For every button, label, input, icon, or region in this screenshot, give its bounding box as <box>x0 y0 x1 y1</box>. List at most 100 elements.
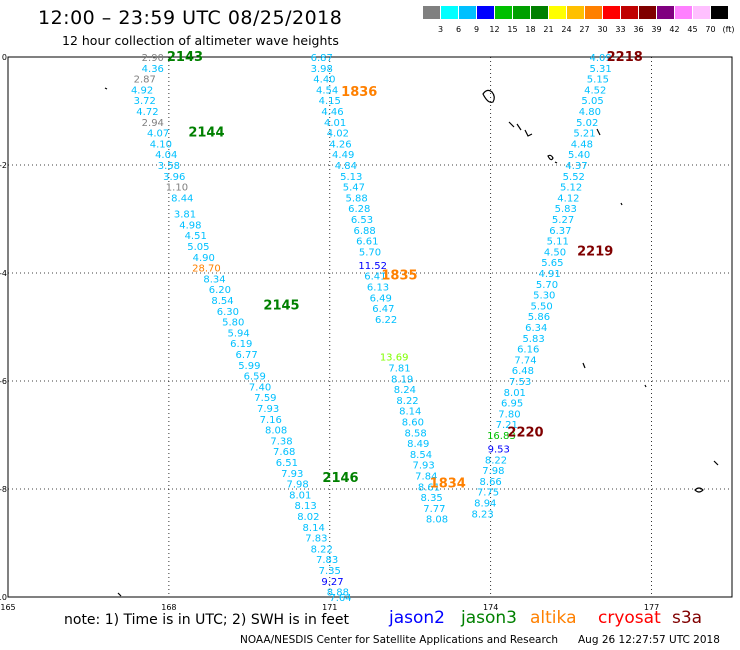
wave-height-label: 5.99 <box>238 361 260 372</box>
wave-height-label: 8.44 <box>171 193 193 204</box>
wave-height-label: 5.02 <box>576 118 598 129</box>
wave-height-label: 6.53 <box>351 215 373 226</box>
wave-height-label: 7.77 <box>423 504 445 515</box>
wave-height-label: 8.01 <box>504 388 526 399</box>
wave-height-label: 4.84 <box>335 161 357 172</box>
x-tick-label: 177 <box>644 603 659 612</box>
legend-sat-jason2: jason2 <box>389 608 445 628</box>
wave-height-label: 4.52 <box>584 85 606 96</box>
wave-height-label: 7.93 <box>281 469 303 480</box>
wave-height-label: 5.27 <box>552 215 574 226</box>
wave-height-label: 6.51 <box>276 458 298 469</box>
wave-height-label: 3.98 <box>311 64 333 75</box>
wave-height-label: 5.83 <box>522 334 544 345</box>
wave-height-label: 5.05 <box>581 96 603 107</box>
wave-height-label: 6.49 <box>370 293 392 304</box>
legend-swatch <box>711 6 728 19</box>
wave-height-label: 7.74 <box>514 355 536 366</box>
wave-height-label: 4.91 <box>539 269 561 280</box>
wave-height-label: 8.58 <box>404 428 426 439</box>
legend-label: 39 <box>651 25 662 34</box>
map-frame <box>7 56 733 598</box>
legend-swatch <box>441 6 458 19</box>
wave-height-label: 6.20 <box>209 285 231 296</box>
wave-height-label: 8.24 <box>394 385 416 396</box>
wave-height-label: 8.14 <box>303 523 325 534</box>
legend-swatch <box>513 6 530 19</box>
wave-height-label: 6.37 <box>549 226 571 237</box>
legend-swatch <box>495 6 512 19</box>
wave-height-label: 7.16 <box>260 415 282 426</box>
legend-sat-altika: altika <box>530 608 577 628</box>
pass-number-label: 1836 <box>341 85 377 100</box>
wave-height-label: 6.30 <box>217 307 239 318</box>
legend-swatch <box>693 6 710 19</box>
wave-height-label: 5.50 <box>530 301 552 312</box>
wave-height-label: 3.72 <box>134 96 156 107</box>
wave-height-label: 6.48 <box>512 366 534 377</box>
wave-height-label: 11.52 <box>358 261 387 272</box>
wave-height-label: 5.70 <box>359 247 381 258</box>
wave-height-label: 6.77 <box>236 350 258 361</box>
pass-number-label: 2219 <box>577 244 613 259</box>
wave-height-label: 5.88 <box>345 193 367 204</box>
legend-label: 9 <box>473 25 480 34</box>
legend-swatch <box>675 6 692 19</box>
wave-height-label: 6.13 <box>367 283 389 294</box>
island-outline <box>524 129 533 137</box>
wave-height-label: 5.15 <box>587 75 609 86</box>
wave-height-label: 8.54 <box>410 450 432 461</box>
island-outline <box>104 87 108 90</box>
wave-height-label: 4.80 <box>579 107 601 118</box>
legend-label: 21 <box>543 25 554 34</box>
wave-height-label: 5.12 <box>560 183 582 194</box>
wave-height-label: 4.15 <box>319 96 341 107</box>
wave-height-label: 4.54 <box>316 85 338 96</box>
legend-swatch <box>531 6 548 19</box>
wave-height-label: 5.52 <box>563 172 585 183</box>
wave-height-label: 8.19 <box>391 374 413 385</box>
legend-swatch <box>603 6 620 19</box>
legend-label: 6 <box>455 25 462 34</box>
pass-number-label: 2143 <box>167 50 203 65</box>
wave-height-label: 5.83 <box>555 204 577 215</box>
wave-height-label: 4.12 <box>557 193 579 204</box>
wave-height-label: 4.01 <box>324 118 346 129</box>
wave-height-label: 3.81 <box>174 210 196 221</box>
legend-label: 42 <box>669 25 680 34</box>
wave-height-label: 8.94 <box>474 499 496 510</box>
wave-height-label: 8.35 <box>421 493 443 504</box>
legend-label: 30 <box>597 25 608 34</box>
credit-line: NOAA/NESDIS Center for Satellite Applica… <box>240 634 558 646</box>
wave-height-label: 7.83 <box>316 555 338 566</box>
wave-height-label: 4.50 <box>544 247 566 258</box>
island-outline <box>582 362 586 369</box>
wave-height-label: 7.64 <box>329 593 351 604</box>
legend-label: 3 <box>437 25 444 34</box>
wave-height-label: 4.48 <box>571 139 593 150</box>
legend-swatch <box>459 6 476 19</box>
wave-height-label: 5.80 <box>222 318 244 329</box>
wave-height-label: 3.58 <box>158 161 180 172</box>
y-tick-label: 0 <box>2 53 7 62</box>
legend-label: 27 <box>579 25 590 34</box>
legend-label: (ft) <box>722 25 735 34</box>
wave-height-label: 7.93 <box>412 461 434 472</box>
pass-number-label: 1835 <box>381 269 417 284</box>
wave-height-label: 4.04 <box>155 150 177 161</box>
wave-height-label: 4.36 <box>142 64 164 75</box>
wave-height-label: 4.09 <box>589 53 611 64</box>
wave-height-label: 4.51 <box>185 231 207 242</box>
legend-label: 33 <box>615 25 626 34</box>
island-outline <box>644 384 647 388</box>
legend-swatch <box>549 6 566 19</box>
wave-height-label: 4.02 <box>327 129 349 140</box>
wave-height-label: 7.98 <box>286 480 308 491</box>
wave-height-label: 3.96 <box>163 172 185 183</box>
y-tick-label: -2 <box>0 161 7 170</box>
pass-number-label: 2145 <box>263 298 299 313</box>
wave-height-label: 6.16 <box>517 345 539 356</box>
island-outline <box>482 89 495 103</box>
x-tick-label: 165 <box>0 603 15 612</box>
y-tick-label: -10 <box>0 593 7 602</box>
